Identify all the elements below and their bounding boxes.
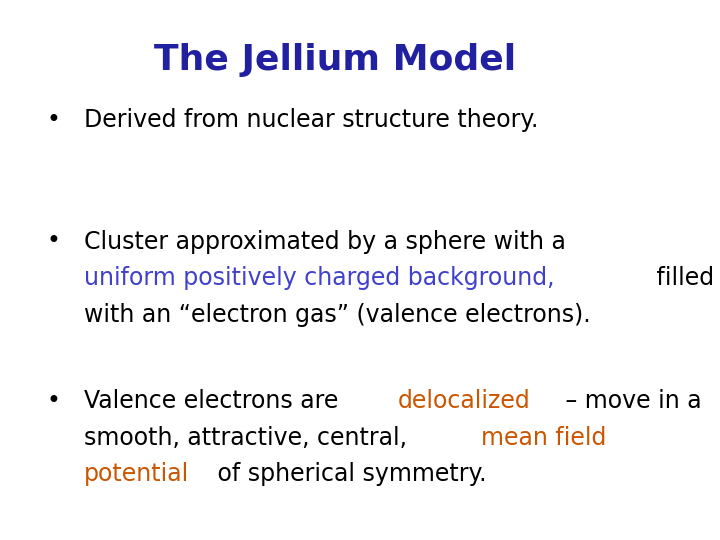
Text: Cluster approximated by a sphere with a: Cluster approximated by a sphere with a (84, 230, 566, 253)
Text: Derived from nuclear structure theory.: Derived from nuclear structure theory. (84, 108, 538, 132)
Text: Valence electrons are: Valence electrons are (84, 389, 346, 413)
Text: of spherical symmetry.: of spherical symmetry. (210, 462, 487, 486)
Text: mean field: mean field (480, 426, 606, 449)
Text: The Jellium Model: The Jellium Model (154, 43, 516, 77)
Text: delocalized: delocalized (398, 389, 531, 413)
Text: •: • (47, 230, 60, 253)
Text: •: • (47, 108, 60, 132)
Text: smooth, attractive, central,: smooth, attractive, central, (84, 426, 414, 449)
Text: with an “electron gas” (valence electrons).: with an “electron gas” (valence electron… (84, 303, 590, 327)
Text: potential: potential (84, 462, 189, 486)
Text: – move in a: – move in a (557, 389, 701, 413)
Text: uniform positively charged background,: uniform positively charged background, (84, 266, 554, 290)
Text: filled: filled (649, 266, 714, 290)
Text: •: • (47, 389, 60, 413)
